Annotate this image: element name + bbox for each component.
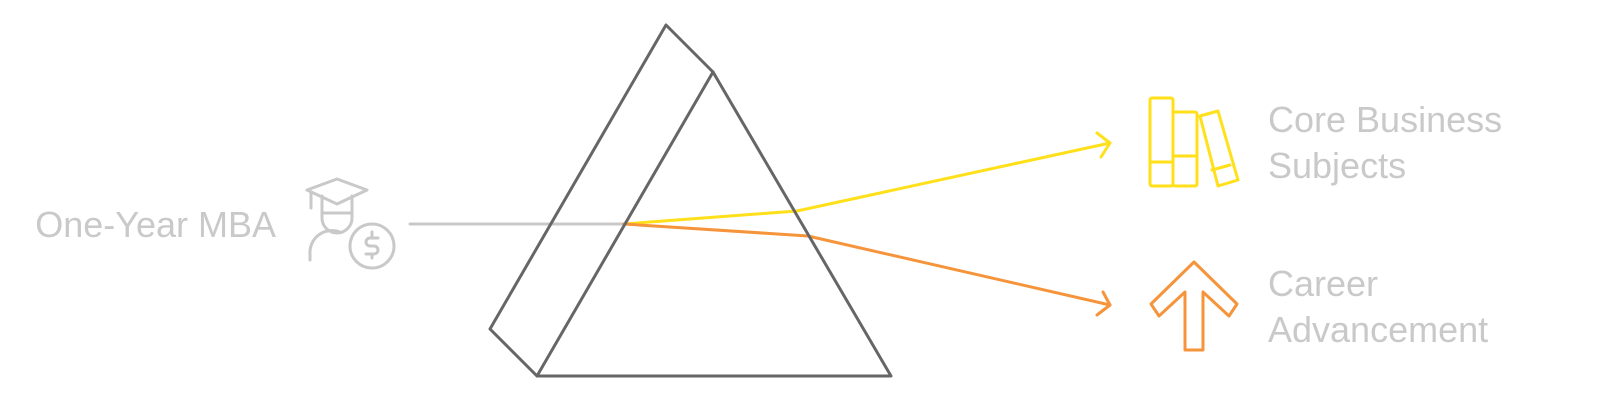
- output-label: Career: [1268, 263, 1378, 304]
- source-label: One-Year MBA: [35, 204, 276, 245]
- arrow-up-icon: [1149, 260, 1239, 352]
- graduate-icon: [305, 177, 396, 270]
- beam-orange: [622, 222, 1112, 307]
- output-label: Core Business: [1268, 99, 1502, 140]
- output-label: Subjects: [1268, 145, 1406, 186]
- prism: [488, 23, 893, 378]
- books-icon: [1148, 96, 1240, 188]
- beam-yellow: [622, 141, 1112, 226]
- output-label: Advancement: [1268, 309, 1488, 350]
- arrowhead: [1095, 131, 1112, 159]
- arrowhead: [1095, 290, 1112, 317]
